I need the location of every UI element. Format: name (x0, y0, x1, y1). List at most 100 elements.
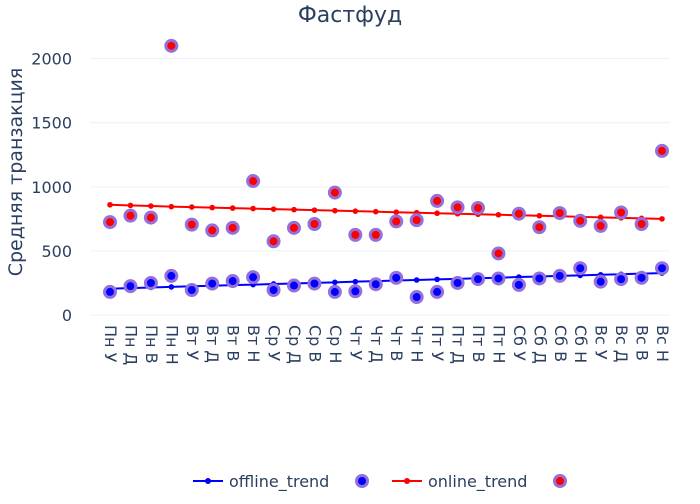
trend-point (434, 210, 440, 217)
trend-point (229, 205, 236, 211)
x-tick-label: Вс У (592, 325, 611, 360)
x-tick-label: Сб У (510, 325, 529, 361)
data-point (634, 270, 649, 285)
data-point (471, 200, 485, 215)
data-point (655, 261, 669, 276)
trend-point (495, 211, 502, 218)
data-point (246, 270, 261, 285)
x-tick-label: Вт У (183, 325, 202, 360)
data-point (205, 223, 220, 238)
data-point (634, 216, 649, 231)
data-point (368, 227, 383, 242)
y-tick-label: 1500 (31, 114, 72, 133)
data-point (348, 227, 363, 242)
data-point (532, 220, 547, 235)
data-point (471, 272, 485, 287)
trend-point (168, 284, 175, 290)
y-tick-labels: 0 500 1000 1500 2000 (31, 50, 72, 325)
x-tick-label: Чт У (346, 325, 365, 360)
y-tick-label: 2000 (31, 50, 72, 69)
trend-point (209, 204, 216, 211)
trend-point (168, 203, 175, 210)
data-point (205, 276, 220, 291)
data-point (409, 290, 424, 305)
trend-point (291, 206, 297, 213)
trend-point (352, 278, 359, 285)
chart-title: Фастфуд (298, 3, 402, 28)
data-point (246, 174, 261, 189)
x-tick-label: Вт Д (203, 325, 222, 363)
data-point (164, 268, 179, 283)
data-point (532, 271, 547, 286)
legend-marker-swatch (553, 474, 567, 488)
series-layer (103, 38, 669, 305)
legend-dot (205, 478, 211, 484)
trend-point (434, 276, 440, 283)
legend-label: offline_trend (229, 472, 329, 492)
data-point (614, 205, 629, 220)
trend-point (148, 203, 154, 209)
data-point (368, 277, 383, 292)
x-tick-label: Чт Д (367, 325, 386, 363)
trend-point (413, 277, 420, 283)
data-point (327, 185, 342, 200)
trend-point (536, 212, 543, 219)
data-point (573, 261, 588, 276)
x-tick-label: Чт В (387, 325, 406, 361)
x-tick-label: Вс Д (612, 325, 631, 362)
trend-point (188, 204, 195, 210)
data-point (450, 200, 465, 215)
data-point (552, 268, 567, 283)
series-line (109, 272, 663, 290)
x-tick-label: Ср У (265, 325, 284, 361)
data-point (307, 216, 322, 231)
x-tick-label: Пн Н (162, 325, 181, 365)
trend-point (107, 201, 113, 208)
trend-point (311, 207, 318, 213)
trend-point (332, 207, 338, 214)
data-point (389, 214, 404, 229)
legend-dot (404, 478, 410, 484)
data-point (511, 206, 526, 221)
x-tick-label: Сб Н (571, 325, 590, 363)
x-tick-label: Пн Д (121, 325, 140, 365)
data-point (327, 284, 342, 299)
x-tick-label: Вс Н (653, 325, 672, 362)
x-tick-label: Пт Н (489, 325, 508, 363)
data-point (491, 271, 506, 286)
data-point (164, 38, 179, 53)
x-tick-label: Пт У (428, 325, 447, 361)
series-3 (103, 38, 669, 261)
data-point (266, 234, 281, 249)
data-point (143, 210, 158, 225)
x-tick-label: Пн В (142, 325, 161, 364)
trend-point (372, 208, 379, 215)
data-point (184, 217, 199, 232)
x-tick-label: Сб Д (530, 325, 549, 364)
data-point (614, 272, 629, 287)
data-point (307, 276, 322, 291)
data-point (573, 213, 588, 228)
gridlines (90, 58, 670, 316)
legend-marker-swatch (355, 474, 369, 488)
legend-label: online_trend (428, 472, 527, 492)
data-point (184, 283, 199, 298)
data-point (225, 220, 240, 235)
data-point (450, 275, 465, 290)
x-tick-label: Чт Н (408, 325, 427, 362)
x-tick-label: Ср Д (285, 325, 304, 364)
y-tick-label: 0 (62, 306, 72, 325)
y-tick-label: 500 (41, 242, 72, 261)
data-point (430, 193, 445, 208)
data-point (225, 274, 240, 289)
data-point (409, 213, 424, 228)
data-point (511, 277, 526, 292)
x-tick-label: Вт В (224, 325, 243, 361)
trend-point (659, 216, 665, 222)
data-point (266, 283, 281, 298)
y-tick-label: 1000 (31, 178, 72, 197)
x-tick-label: Пт В (469, 325, 488, 362)
trend-point (127, 202, 134, 209)
x-tick-label: Ср Н (326, 325, 345, 363)
trend-point (332, 279, 338, 286)
